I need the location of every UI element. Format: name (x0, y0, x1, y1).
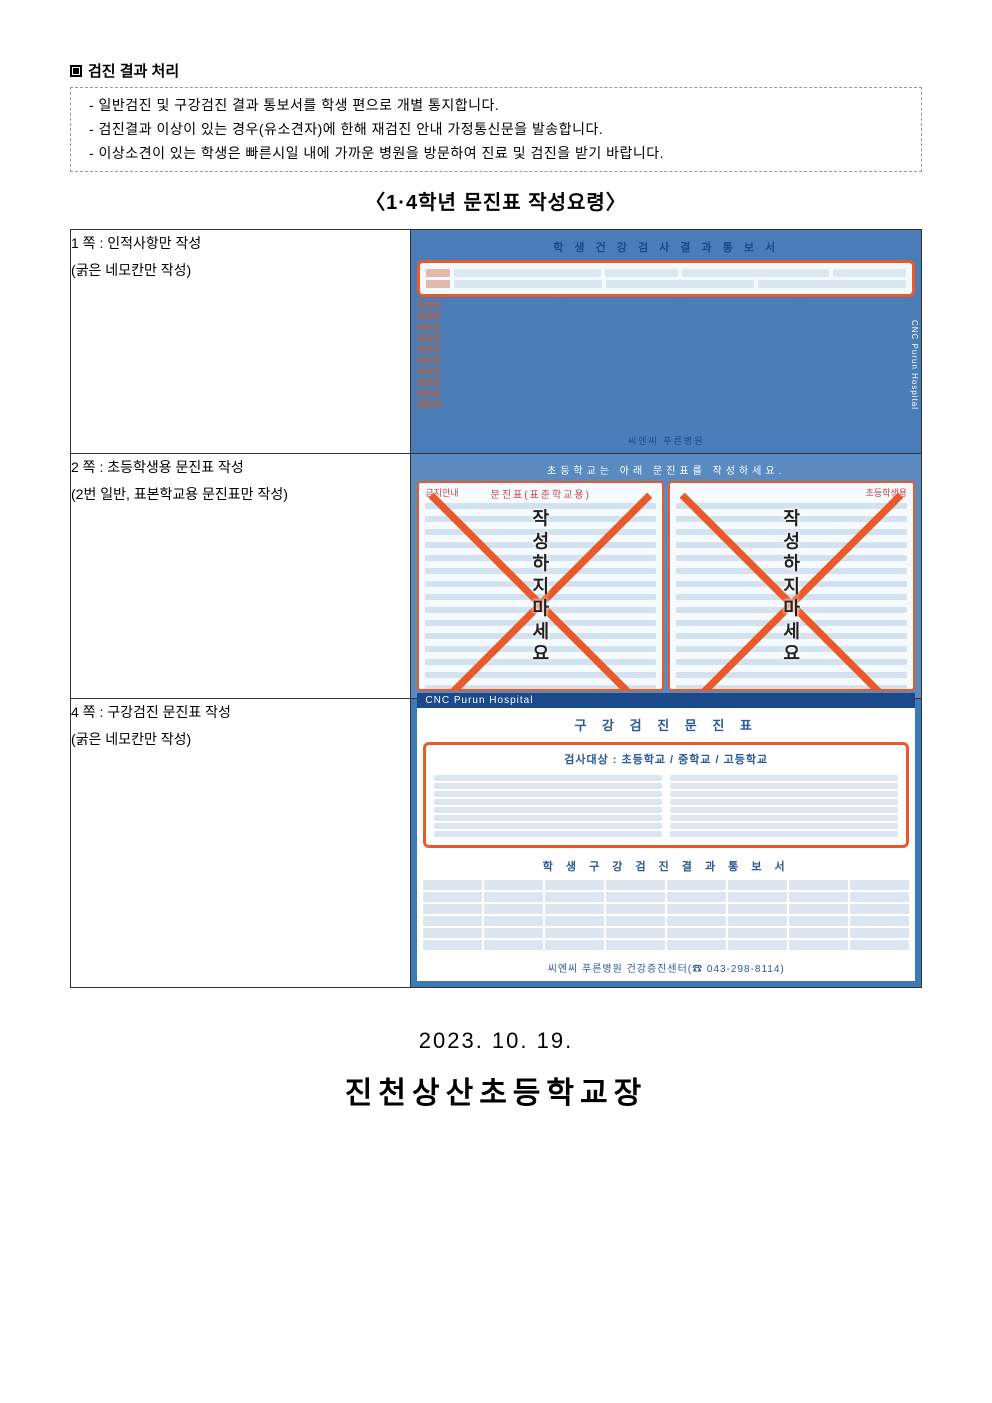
qn-right-title: 초등학생용 (866, 486, 907, 499)
form-page4-mock: 구 강 검 진 문 진 표 검사대상 : 초등학교 / 중학교 / 고등학교 (411, 699, 921, 987)
row-sublabel: (2번 일반, 표본학교용 문진표만 작성) (71, 481, 410, 508)
form-preview-cell: 초등학교는 아래 문진표를 작성하세요. 문진표(표준학교용) 금지안내 (411, 454, 922, 699)
hospital-side-tag: CNC Purun Hospital (910, 320, 919, 410)
row-label: 1 쪽 : 인적사항만 작성 (71, 230, 410, 257)
row-sublabel: (굵은 네모칸만 작성) (71, 726, 410, 753)
orange-outline-box (417, 260, 915, 297)
desc-cell: 1 쪽 : 인적사항만 작성 (굵은 네모칸만 작성) (71, 230, 411, 454)
form-title: 학 생 건 강 검 사 결 과 통 보 서 (417, 236, 915, 260)
cnc-hospital-tag: CNC Purun Hospital (417, 693, 915, 708)
qn-left-sub: 금지안내 (425, 486, 458, 499)
document-date: 2023. 10. 19. (70, 1028, 922, 1054)
form-hospital-footer: 씨엔씨 푸른병원 (417, 430, 915, 447)
do-not-write-label: 작 성 하 지 마 세 요 (533, 508, 550, 666)
questionnaire-right: 초등학생용 작 성 하 지 마 세 요 (668, 481, 915, 691)
document-signer: 진천상산초등학교장 (70, 1068, 922, 1112)
page2-caption: 초등학교는 아래 문진표를 작성하세요. (417, 460, 915, 481)
square-bullet-icon (70, 65, 82, 77)
questionnaire-left: 문진표(표준학교용) 금지안내 작 성 하 지 마 세 요 (417, 481, 664, 691)
form-preview-cell: 구 강 검 진 문 진 표 검사대상 : 초등학교 / 중학교 / 고등학교 (411, 699, 922, 988)
notice-line: - 일반검진 및 구강검진 결과 통보서를 학생 편으로 개별 통지합니다. (89, 94, 903, 118)
row-label: 2 쪽 : 초등학생용 문진표 작성 (71, 454, 410, 481)
table-row: 4 쪽 : 구강검진 문진표 작성 (굵은 네모칸만 작성) 구 강 검 진 문… (71, 699, 922, 988)
desc-cell: 2 쪽 : 초등학생용 문진표 작성 (2번 일반, 표본학교용 문진표만 작성… (71, 454, 411, 699)
form-page1-mock: 학 생 건 강 검 사 결 과 통 보 서 (411, 230, 921, 453)
oral-result-grid (423, 878, 909, 956)
oral-footer: 씨엔씨 푸른병원 건강증진센터(☎ 043-298-8114) (423, 956, 909, 975)
notice-line: - 검진결과 이상이 있는 경우(유소견자)에 한해 재검진 안내 가정통신문을… (89, 118, 903, 142)
row-label: 4 쪽 : 구강검진 문진표 작성 (71, 699, 410, 726)
notice-line: - 이상소견이 있는 학생은 빠른시일 내에 가까운 병원을 방문하여 진료 및… (89, 142, 903, 166)
oral-target: 검사대상 : 초등학교 / 중학교 / 고등학교 (434, 751, 898, 773)
section-header-text: 검진 결과 처리 (88, 60, 179, 81)
do-not-write-label: 작 성 하 지 마 세 요 (783, 508, 800, 666)
table-row: 2 쪽 : 초등학생용 문진표 작성 (2번 일반, 표본학교용 문진표만 작성… (71, 454, 922, 699)
guide-table: 1 쪽 : 인적사항만 작성 (굵은 네모칸만 작성) 학 생 건 강 검 사 … (70, 229, 922, 988)
form-page2-mock: 초등학교는 아래 문진표를 작성하세요. 문진표(표준학교용) 금지안내 (411, 454, 921, 698)
table-row: 1 쪽 : 인적사항만 작성 (굵은 네모칸만 작성) 학 생 건 강 검 사 … (71, 230, 922, 454)
form-preview-cell: 학 생 건 강 검 사 결 과 통 보 서 (411, 230, 922, 454)
notice-box: - 일반검진 및 구강검진 결과 통보서를 학생 편으로 개별 통지합니다. -… (70, 87, 922, 172)
desc-cell: 4 쪽 : 구강검진 문진표 작성 (굵은 네모칸만 작성) (71, 699, 411, 988)
main-title: 〈1·4학년 문진표 작성요령〉 (70, 186, 922, 215)
section-header: 검진 결과 처리 (70, 60, 922, 81)
row-sublabel: (굵은 네모칸만 작성) (71, 257, 410, 284)
oral-orange-box: 검사대상 : 초등학교 / 중학교 / 고등학교 (423, 742, 909, 848)
oral-title: 구 강 검 진 문 진 표 (423, 711, 909, 742)
oral-mid-banner: 학 생 구 강 검 진 결 과 통 보 서 (423, 854, 909, 878)
